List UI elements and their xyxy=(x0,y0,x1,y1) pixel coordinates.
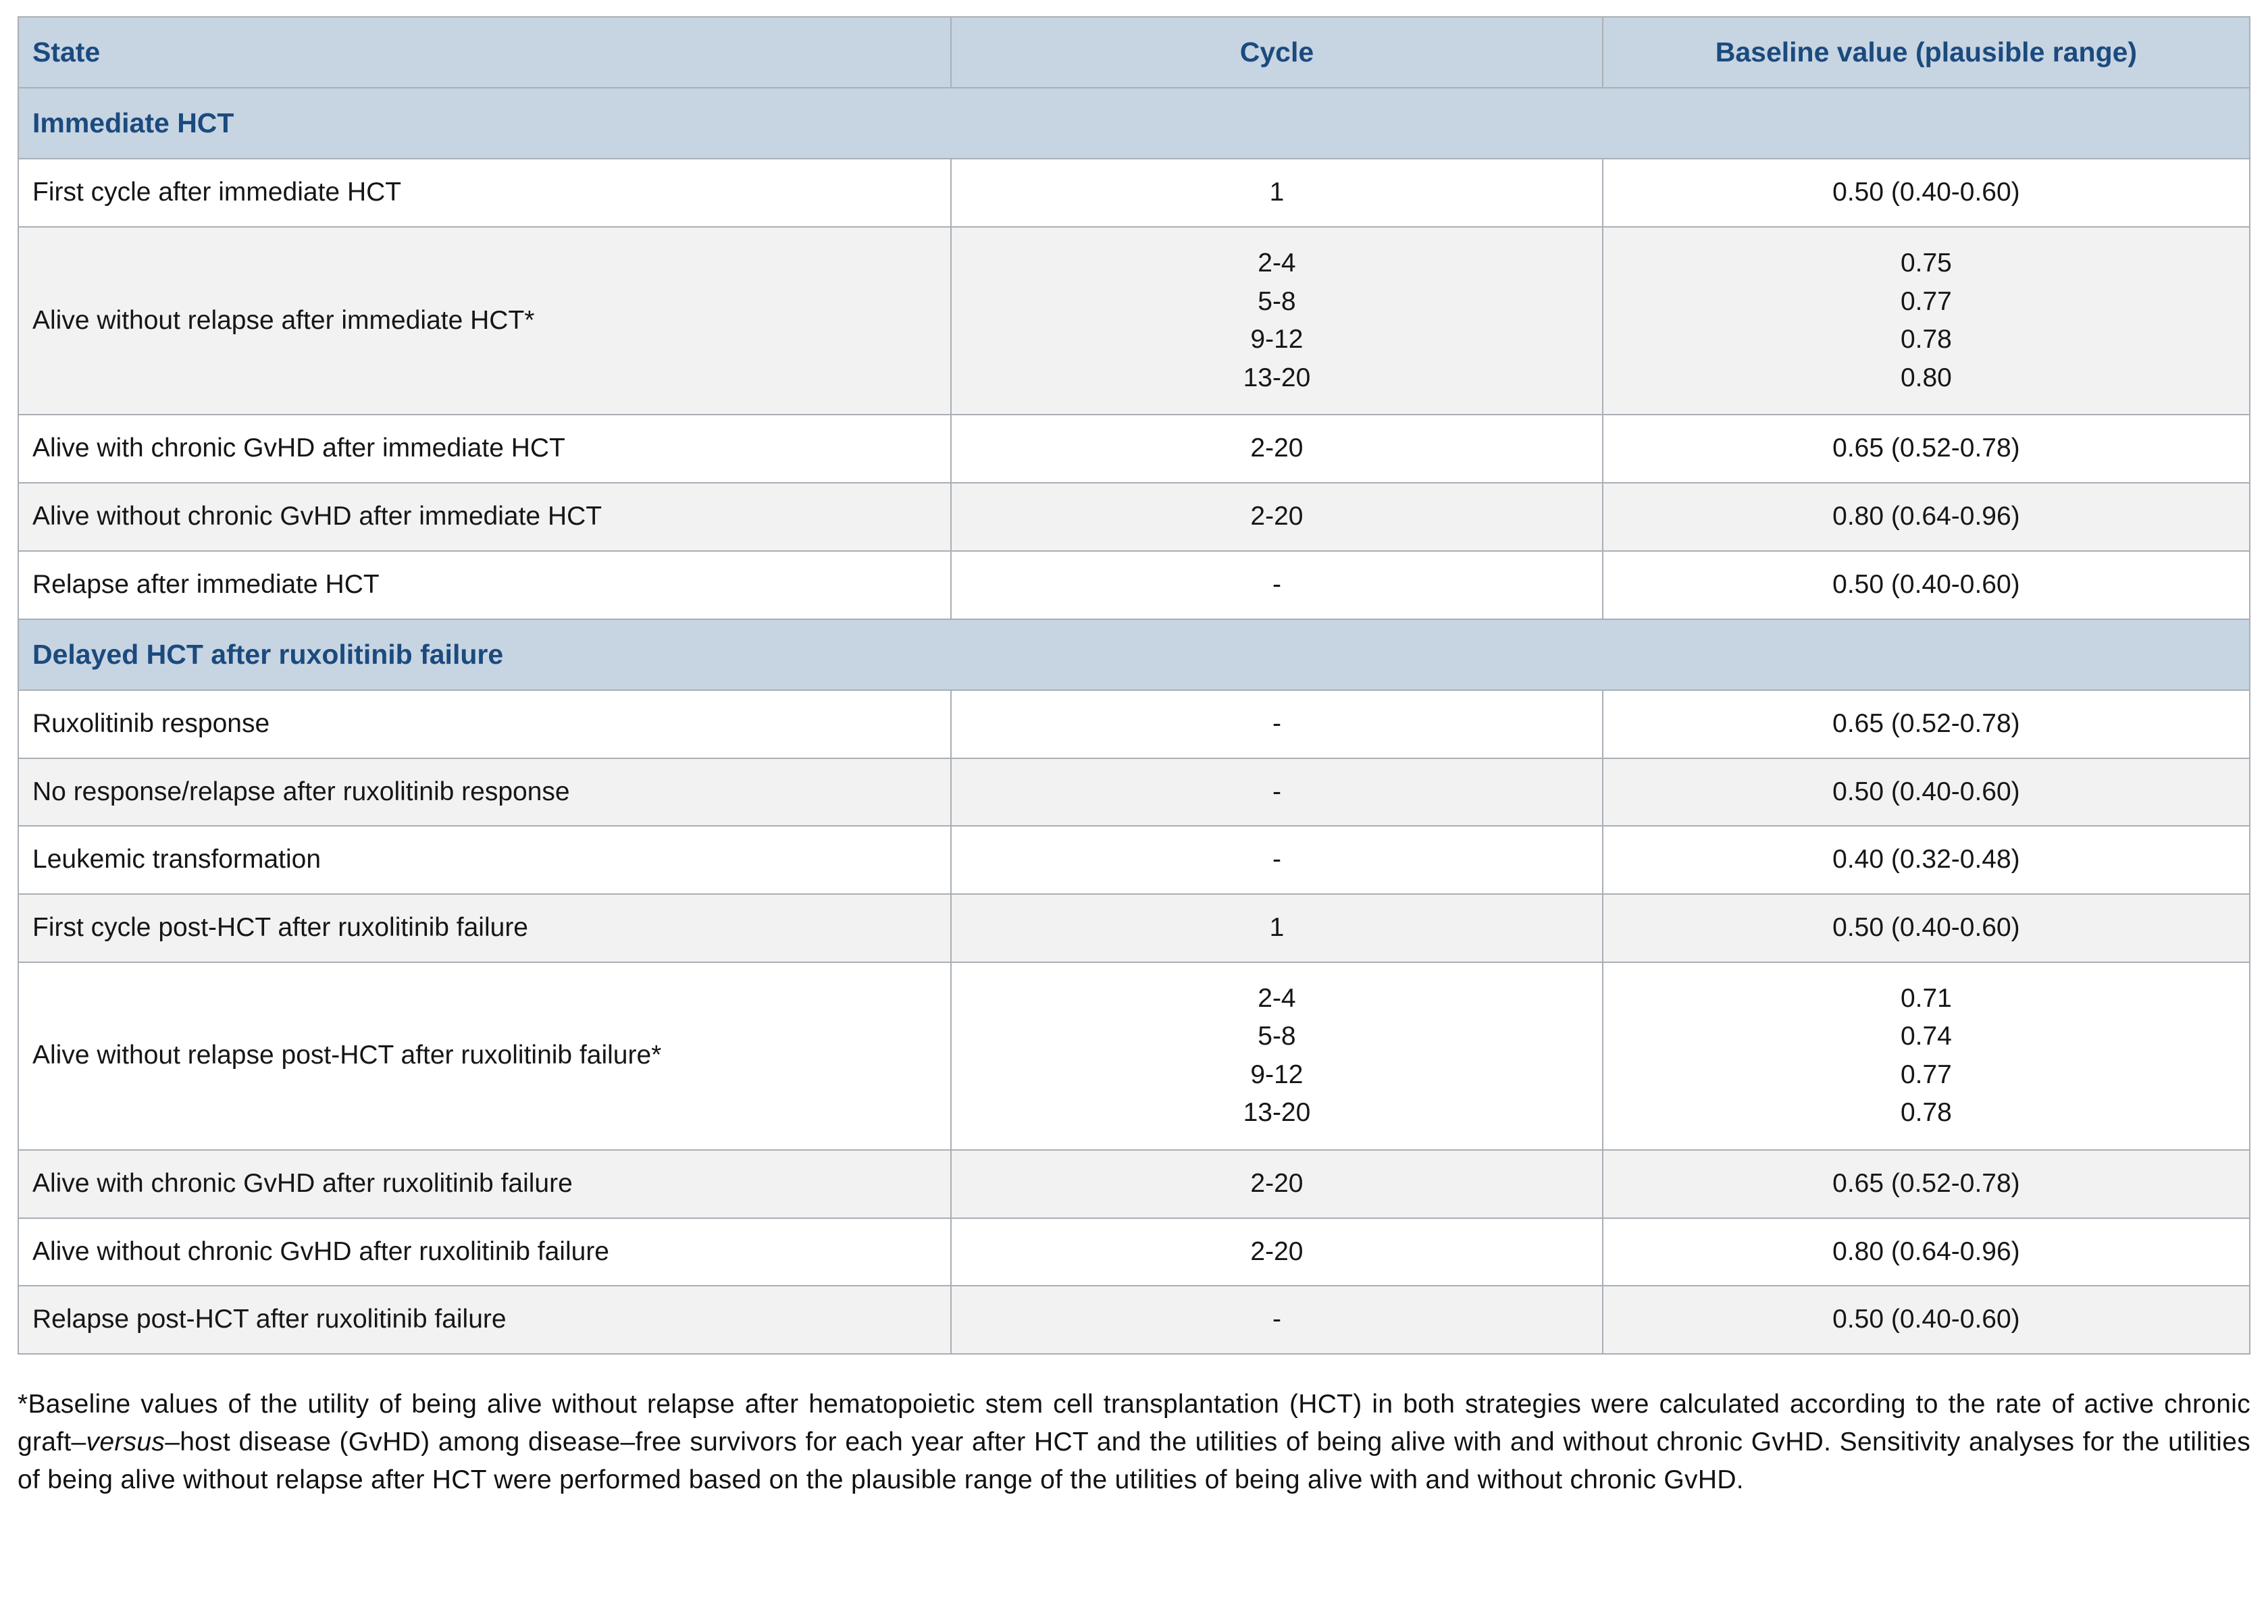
state-cell: Relapse post-HCT after ruxolitinib failu… xyxy=(17,1285,952,1355)
cycle-cell: 2-20 xyxy=(950,482,1603,552)
cycle-line: 2-4 xyxy=(1258,983,1296,1013)
utility-table: State Cycle Baseline value (plausible ra… xyxy=(17,16,2251,1355)
section-title: Immediate HCT xyxy=(18,87,2250,160)
cycle-cell: 1 xyxy=(950,158,1603,228)
value-cell: 0.65 (0.52-0.78) xyxy=(1601,689,2251,759)
value-cell: 0.50 (0.40-0.60) xyxy=(1601,550,2251,620)
value-line: 0.77 xyxy=(1900,286,1952,316)
state-cell: No response/relapse after ruxolitinib re… xyxy=(17,757,952,827)
table-row: Alive without relapse after immediate HC… xyxy=(17,226,2251,416)
cycle-cell: - xyxy=(950,1285,1603,1355)
cycle-line: 9-12 xyxy=(1250,1059,1304,1089)
value-cell: 0.65 (0.52-0.78) xyxy=(1601,414,2251,484)
value-line: 0.75 xyxy=(1900,248,1952,278)
table-footnote: *Baseline values of the utility of being… xyxy=(18,1386,2250,1498)
value-line: 0.80 xyxy=(1900,363,1952,392)
footnote-text-italic: versus xyxy=(86,1427,165,1457)
cycle-cell: - xyxy=(950,757,1603,827)
column-header-cycle: Cycle xyxy=(950,16,1603,89)
cycle-cell: 2-4 5-8 9-12 13-20 xyxy=(950,226,1603,416)
cycle-cell: - xyxy=(950,689,1603,759)
state-cell: First cycle post-HCT after ruxolitinib f… xyxy=(17,893,952,963)
cycle-cell: 2-20 xyxy=(950,1149,1603,1219)
value-line: 0.71 xyxy=(1900,983,1952,1013)
table-row: Relapse post-HCT after ruxolitinib failu… xyxy=(17,1285,2251,1355)
value-line: 0.77 xyxy=(1900,1059,1952,1089)
section-title: Delayed HCT after ruxolitinib failure xyxy=(18,618,2250,691)
state-cell: Alive with chronic GvHD after ruxolitini… xyxy=(17,1149,952,1219)
value-cell: 0.80 (0.64-0.96) xyxy=(1601,1217,2251,1287)
value-line: 0.78 xyxy=(1900,1098,1952,1128)
cycle-line: 5-8 xyxy=(1258,1022,1296,1051)
value-cell: 0.50 (0.40-0.60) xyxy=(1601,158,2251,228)
value-cell: 0.80 (0.64-0.96) xyxy=(1601,482,2251,552)
table-row: Leukemic transformation -0.40 (0.32-0.48) xyxy=(17,825,2251,895)
value-cell: 0.50 (0.40-0.60) xyxy=(1601,1285,2251,1355)
cycle-line: 5-8 xyxy=(1258,286,1296,316)
table-row: Alive with chronic GvHD after ruxolitini… xyxy=(17,1149,2251,1219)
state-cell: Alive without relapse after immediate HC… xyxy=(17,226,952,416)
table-row: First cycle after immediate HCT 1 0.50 (0.… xyxy=(17,158,2251,228)
value-cell: 0.65 (0.52-0.78) xyxy=(1601,1149,2251,1219)
section-header-row: Immediate HCT xyxy=(18,87,2250,160)
cycle-cell: 1 xyxy=(950,893,1603,963)
value-line: 0.74 xyxy=(1900,1022,1952,1051)
cycle-cell: - xyxy=(950,550,1603,620)
header-row: State Cycle Baseline value (plausible ra… xyxy=(17,16,2251,89)
table-row: First cycle post-HCT after ruxolitinib f… xyxy=(17,893,2251,963)
table-row: Alive with chronic GvHD after immediate … xyxy=(17,414,2251,484)
section-header-row: Delayed HCT after ruxolitinib failure xyxy=(18,618,2250,691)
table-row: Relapse after immediate HCT -0.50 (0.40-0… xyxy=(17,550,2251,620)
value-cell: 0.50 (0.40-0.60) xyxy=(1601,893,2251,963)
cycle-cell: 2-20 xyxy=(950,414,1603,484)
cycle-cell: - xyxy=(950,825,1603,895)
value-cell: 0.71 0.74 0.77 0.78 xyxy=(1601,961,2251,1151)
state-cell: Alive without chronic GvHD after ruxolit… xyxy=(17,1217,952,1287)
table-row: Alive without relapse post-HCT after rux… xyxy=(17,961,2251,1151)
column-header-baseline-value: Baseline value (plausible range) xyxy=(1601,16,2251,89)
cycle-cell: 2-20 xyxy=(950,1217,1603,1287)
value-cell: 0.75 0.77 0.78 0.80 xyxy=(1601,226,2251,416)
cycle-line: 13-20 xyxy=(1243,363,1311,392)
state-cell: Alive without chronic GvHD after immedia… xyxy=(17,482,952,552)
footnote-text-part1: *Baseline values of the utility of being… xyxy=(18,1390,2250,1457)
table-header: State Cycle Baseline value (plausible ra… xyxy=(17,16,2251,89)
state-cell: Alive without relapse post-HCT after rux… xyxy=(17,961,952,1151)
footnote-text-part2: –host disease (GvHD) among disease–free … xyxy=(18,1427,2250,1494)
value-line: 0.78 xyxy=(1900,325,1952,355)
column-header-state: State xyxy=(17,16,952,89)
cycle-line: 9-12 xyxy=(1250,325,1304,355)
cycle-line: 2-4 xyxy=(1258,248,1296,278)
state-cell: Leukemic transformation xyxy=(17,825,952,895)
state-cell: Ruxolitinib response xyxy=(17,689,952,759)
value-cell: 0.50 (0.40-0.60) xyxy=(1601,757,2251,827)
table-body: Immediate HCT First cycle after immediate… xyxy=(17,87,2251,1355)
cycle-line: 13-20 xyxy=(1243,1098,1311,1128)
state-cell: Alive with chronic GvHD after immediate … xyxy=(17,414,952,484)
state-cell: First cycle after immediate HCT xyxy=(17,158,952,228)
cycle-cell: 2-4 5-8 9-12 13-20 xyxy=(950,961,1603,1151)
table-row: Alive without chronic GvHD after ruxolit… xyxy=(17,1217,2251,1287)
table-row: Alive without chronic GvHD after immedia… xyxy=(17,482,2251,552)
state-cell: Relapse after immediate HCT xyxy=(17,550,952,620)
table-row: No response/relapse after ruxolitinib re… xyxy=(17,757,2251,827)
table-row: Ruxolitinib response -0.65 (0.52-0.78) xyxy=(17,689,2251,759)
value-cell: 0.40 (0.32-0.48) xyxy=(1601,825,2251,895)
